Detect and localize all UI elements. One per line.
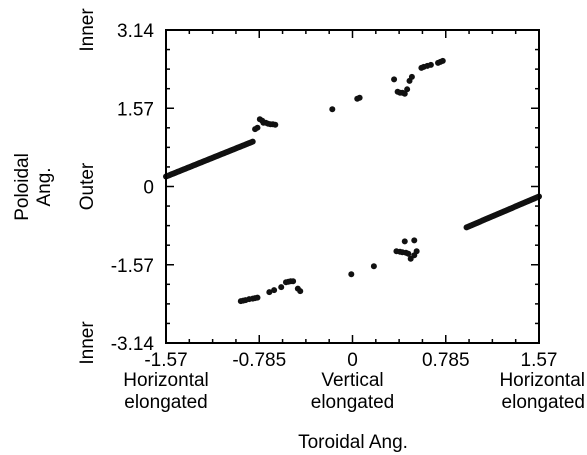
x-axis-label: Toroidal Ang. xyxy=(298,432,408,453)
data-point xyxy=(370,263,377,270)
data-point xyxy=(401,90,408,97)
x-tick-label: -1.57 xyxy=(144,350,187,371)
data-point xyxy=(408,73,415,80)
plot-frame xyxy=(165,29,540,344)
data-point xyxy=(391,76,398,83)
data-point xyxy=(401,238,408,245)
x-annotation: elongated xyxy=(311,392,394,413)
data-point xyxy=(411,237,418,244)
y-axis-label: Poloidal Ang. xyxy=(12,153,55,221)
data-point xyxy=(249,138,256,145)
data-point xyxy=(427,61,434,68)
x-annotation: Vertical xyxy=(321,370,383,391)
y-tick-label: 1.57 xyxy=(117,99,154,120)
data-point xyxy=(271,287,278,294)
y-axis-label-line2: Ang. xyxy=(34,167,55,206)
y-tick-label: -3.14 xyxy=(111,334,155,355)
data-point xyxy=(348,271,355,278)
data-point xyxy=(405,250,412,257)
x-tick-label: -0.785 xyxy=(232,350,286,371)
x-annotation: elongated xyxy=(124,392,207,413)
data-point xyxy=(329,106,336,113)
y-annotation: Outer xyxy=(77,162,98,210)
data-point xyxy=(272,121,279,128)
data-point xyxy=(439,57,446,64)
x-annotation: elongated xyxy=(502,392,585,413)
data-point xyxy=(356,94,363,101)
data-point xyxy=(297,288,304,295)
y-annotation: Inner xyxy=(77,8,98,52)
y-annotation: Inner xyxy=(77,321,98,365)
x-annotation: Horizontal xyxy=(123,370,209,391)
data-point xyxy=(413,248,420,255)
y-tick-label: 0 xyxy=(143,178,154,199)
y-tick-label: 3.14 xyxy=(117,21,154,42)
axis-annotations: HorizontalelongatedVerticalelongatedHori… xyxy=(77,8,585,413)
x-annotation: Horizontal xyxy=(499,370,585,391)
data-point xyxy=(290,278,297,285)
data-point xyxy=(404,86,411,93)
x-tick-label: 0 xyxy=(347,350,358,371)
data-point xyxy=(278,284,285,291)
data-point xyxy=(266,289,273,296)
y-tick-label: -1.57 xyxy=(111,256,154,277)
data-point xyxy=(254,124,261,131)
x-tick-label: 1.57 xyxy=(521,350,558,371)
data-points xyxy=(163,57,542,305)
data-point xyxy=(254,294,261,301)
tick-marks xyxy=(165,29,540,344)
tick-labels: -1.57 -0.785 0 0.785 1.573.141.570-1.57-3.14 xyxy=(111,21,558,371)
y-axis-label-line1: Poloidal xyxy=(12,153,33,221)
x-tick-label: 0.785 xyxy=(422,350,470,371)
